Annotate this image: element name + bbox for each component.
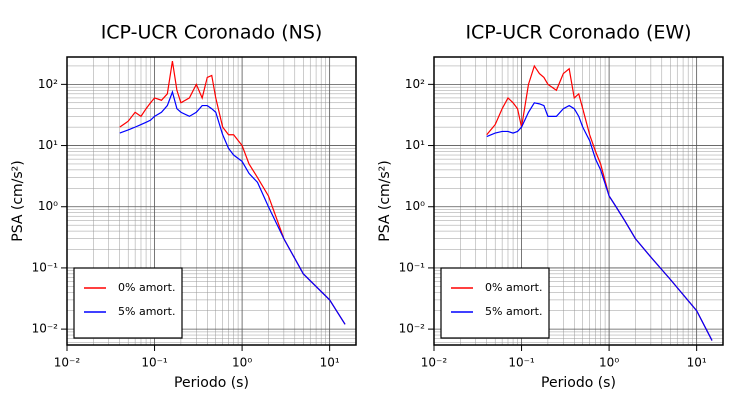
y-axis-label: PSA (cm/s²) xyxy=(10,160,26,242)
series-line xyxy=(119,61,346,325)
legend-box xyxy=(73,267,183,339)
x-axis-label: Periodo (s) xyxy=(174,375,249,391)
series-line xyxy=(486,102,713,341)
y-tick-label: 10² xyxy=(405,77,425,91)
x-tick-label: 10⁻² xyxy=(421,356,448,370)
plot-frame xyxy=(66,56,357,346)
plot-frame xyxy=(433,56,724,346)
chart-title: ICP-UCR Coronado (NS) xyxy=(101,22,323,44)
x-tick-label: 10⁰ xyxy=(232,356,252,370)
y-tick-label: 10⁻¹ xyxy=(399,260,426,274)
legend-label: 0% amort. xyxy=(118,281,175,294)
y-tick-label: 10⁻² xyxy=(32,322,59,336)
x-tick-label: 10¹ xyxy=(687,356,707,370)
legend-label: 0% amort. xyxy=(485,281,542,294)
chart-title: ICP-UCR Coronado (EW) xyxy=(465,22,691,44)
x-tick-label: 10⁻¹ xyxy=(508,356,535,370)
y-tick-label: 10⁰ xyxy=(38,199,58,213)
x-tick-label: 10⁻¹ xyxy=(141,356,168,370)
y-tick-label: 10⁻¹ xyxy=(32,260,59,274)
legend-box xyxy=(440,267,550,339)
x-tick-label: 10⁻² xyxy=(54,356,81,370)
y-tick-label: 10¹ xyxy=(405,138,425,152)
legend-label: 5% amort. xyxy=(485,305,542,318)
legend-label: 5% amort. xyxy=(118,305,175,318)
x-tick-label: 10⁰ xyxy=(599,356,619,370)
x-tick-label: 10¹ xyxy=(320,356,340,370)
y-axis-label: PSA (cm/s²) xyxy=(377,160,393,242)
y-tick-label: 10² xyxy=(38,77,58,91)
y-tick-label: 10⁰ xyxy=(405,199,425,213)
y-tick-label: 10⁻² xyxy=(399,322,426,336)
series-line xyxy=(119,90,346,325)
y-tick-label: 10¹ xyxy=(38,138,58,152)
x-axis-label: Periodo (s) xyxy=(541,375,616,391)
